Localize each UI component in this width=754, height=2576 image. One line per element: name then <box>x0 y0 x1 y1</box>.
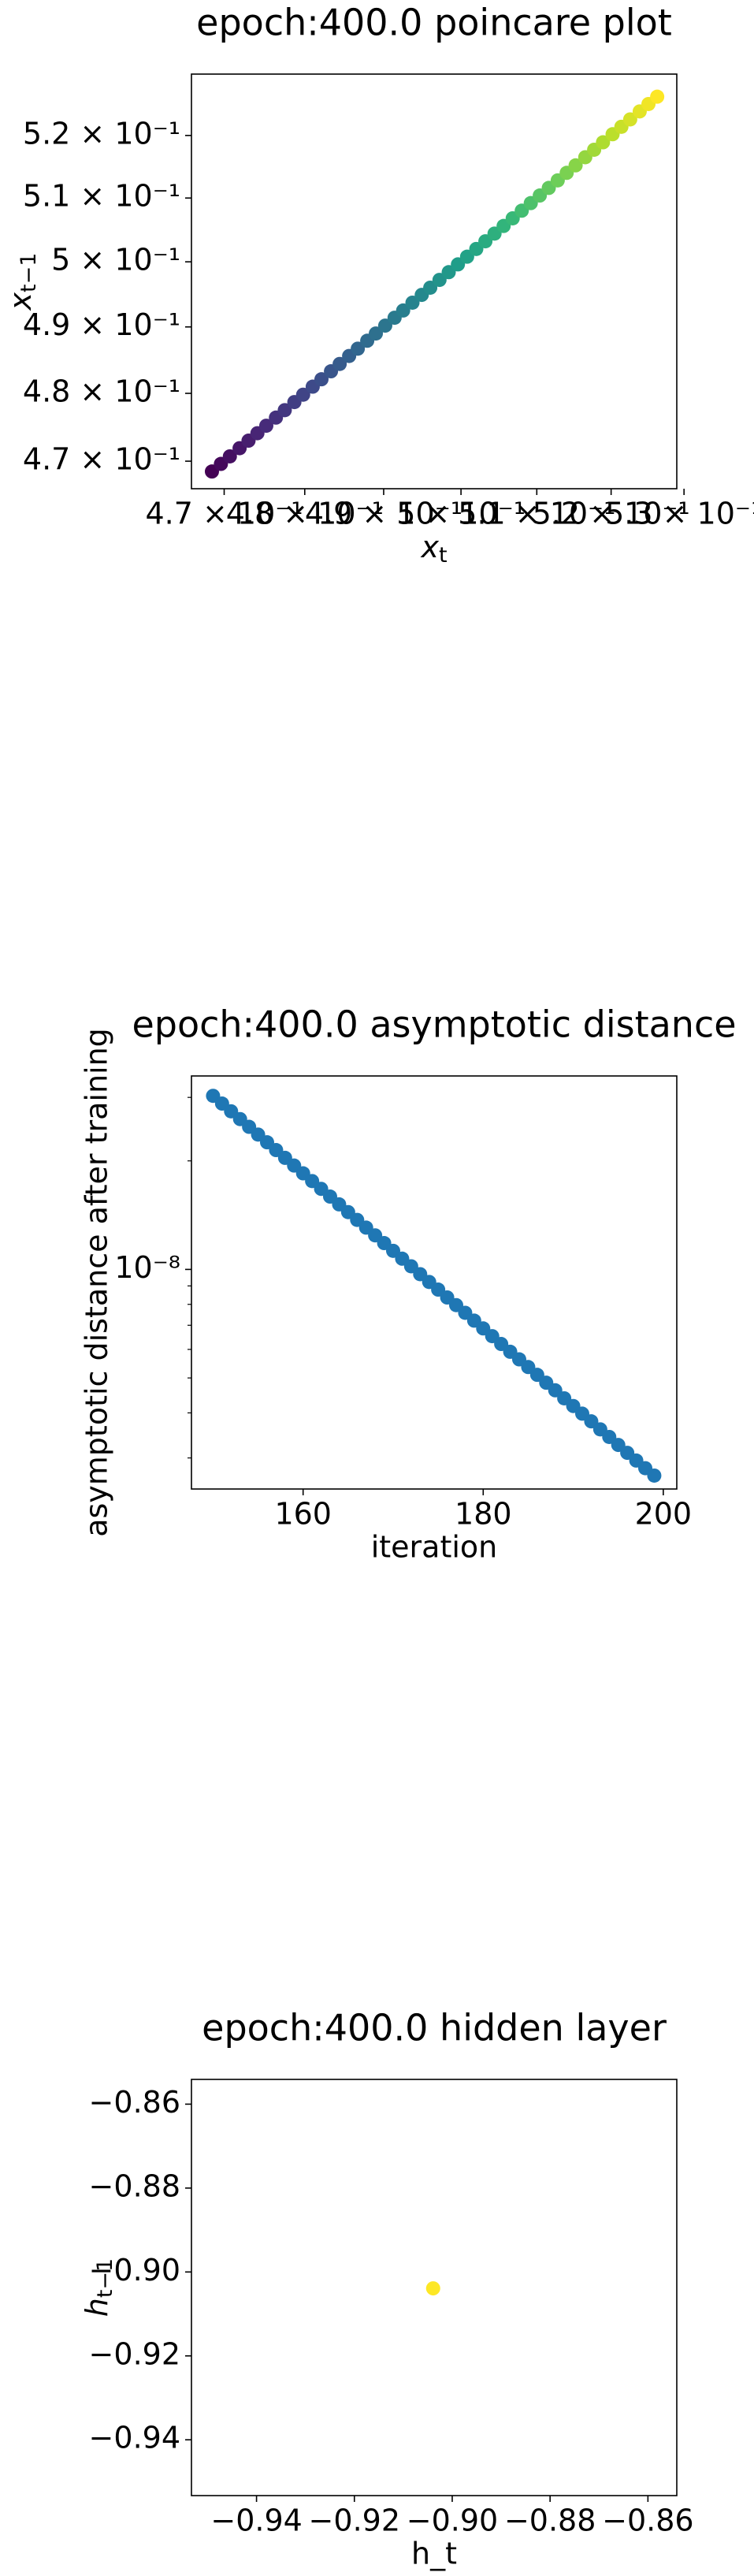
point <box>647 1468 662 1483</box>
x-tick-label: −0.90 <box>407 2503 498 2538</box>
y-tick-label: −0.86 <box>89 2085 180 2120</box>
point <box>369 326 384 341</box>
point <box>258 419 273 434</box>
point <box>425 2281 440 2296</box>
point <box>277 403 292 418</box>
x-tick-label: −0.92 <box>309 2503 400 2538</box>
chart-title: epoch:400.0 poincare plot <box>196 2 672 44</box>
x-axis-label: iteration <box>371 1530 498 1565</box>
y-tick-label: 4.8 × 10⁻¹ <box>23 374 180 409</box>
point <box>568 158 583 173</box>
y-tick-label: 4.9 × 10⁻¹ <box>23 307 180 342</box>
point <box>396 303 410 318</box>
point <box>222 449 237 463</box>
y-axis-label-sub: t−1 <box>17 253 41 292</box>
y-axis-label: asymptotic distance after training <box>80 1028 114 1537</box>
point <box>596 135 611 150</box>
y-tick-label: 10⁻⁸ <box>114 1250 180 1285</box>
point <box>332 356 347 371</box>
x-axis-label: xt <box>420 530 447 568</box>
x-tick-label: 200 <box>635 1497 693 1532</box>
point <box>314 372 329 387</box>
point <box>622 112 637 127</box>
x-axis-label-sub: t <box>439 543 448 568</box>
y-tick-label: −0.88 <box>89 2168 180 2203</box>
y-tick-label: −0.90 <box>89 2253 180 2288</box>
x-tick-label: 5.2 × 10⁻¹ <box>533 497 690 531</box>
y-tick-label: 5.1 × 10⁻¹ <box>23 179 180 214</box>
x-tick-label: 180 <box>455 1497 512 1532</box>
y-axis-label-sub: t−1 <box>93 2258 117 2298</box>
y-tick-label: 5.2 × 10⁻¹ <box>23 116 180 151</box>
x-tick-label: −0.94 <box>210 2503 302 2538</box>
plot-frame <box>191 2079 678 2496</box>
x-axis-label: h_t <box>411 2537 457 2571</box>
point <box>351 341 366 356</box>
y-axis-label-base: x <box>3 292 38 311</box>
x-tick-label: 5.1 × 10⁻¹ <box>458 497 615 531</box>
y-tick-label: 4.7 × 10⁻¹ <box>23 442 180 477</box>
point <box>423 280 438 295</box>
point <box>377 318 392 333</box>
x-tick-label: 4.9 × 10⁻¹ <box>305 497 462 531</box>
y-tick-label: 5 × 10⁻¹ <box>51 243 180 277</box>
chart-title: epoch:400.0 hidden layer <box>202 2007 667 2049</box>
y-axis-label-base: h <box>80 2298 114 2317</box>
x-tick-label: 4.7 × 10⁻¹ <box>145 497 303 531</box>
y-tick-label: −0.92 <box>89 2336 180 2371</box>
point <box>650 89 665 104</box>
point <box>295 387 310 402</box>
x-tick-label: 5 × 10⁻¹ <box>396 497 526 531</box>
plot-frame <box>191 73 678 490</box>
point <box>405 295 420 310</box>
x-tick-label: 160 <box>274 1497 332 1532</box>
plot-frame <box>191 1075 678 1490</box>
x-tick-label: −0.86 <box>602 2503 693 2538</box>
chart-title: epoch:400.0 asymptotic distance <box>132 1003 736 1046</box>
x-tick-label: 5.3 × 10⁻¹ <box>605 497 754 531</box>
x-tick-label: −0.88 <box>504 2503 596 2538</box>
y-axis-label: xt−1 <box>3 253 41 311</box>
x-axis-label-base: x <box>420 530 439 564</box>
y-axis-label: ht−1 <box>80 2258 117 2317</box>
x-tick-label: 4.8 × 10⁻¹ <box>226 497 384 531</box>
y-tick-label: −0.94 <box>89 2421 180 2455</box>
